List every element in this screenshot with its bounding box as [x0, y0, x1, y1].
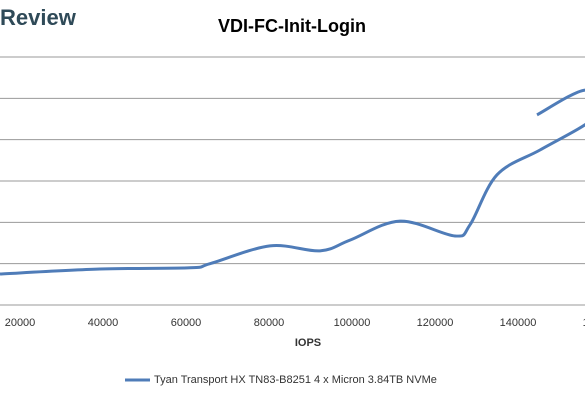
- chart-title: VDI-FC-Init-Login: [218, 16, 366, 36]
- data-line: [0, 88, 585, 276]
- x-axis-title: IOPS: [295, 337, 321, 349]
- x-tick-label: 60000: [171, 317, 202, 329]
- x-tick-label: 100000: [334, 317, 371, 329]
- x-tick-label: 140000: [500, 317, 537, 329]
- watermark: Review: [0, 5, 77, 30]
- legend-label: Tyan Transport HX TN83-B8251 4 x Micron …: [154, 374, 437, 386]
- x-tick-label: 20000: [5, 317, 36, 329]
- x-tick-label: 120000: [417, 317, 454, 329]
- x-tick-label: 160000: [583, 317, 585, 329]
- x-tick-label: 40000: [88, 317, 119, 329]
- x-tick-label: 80000: [254, 317, 285, 329]
